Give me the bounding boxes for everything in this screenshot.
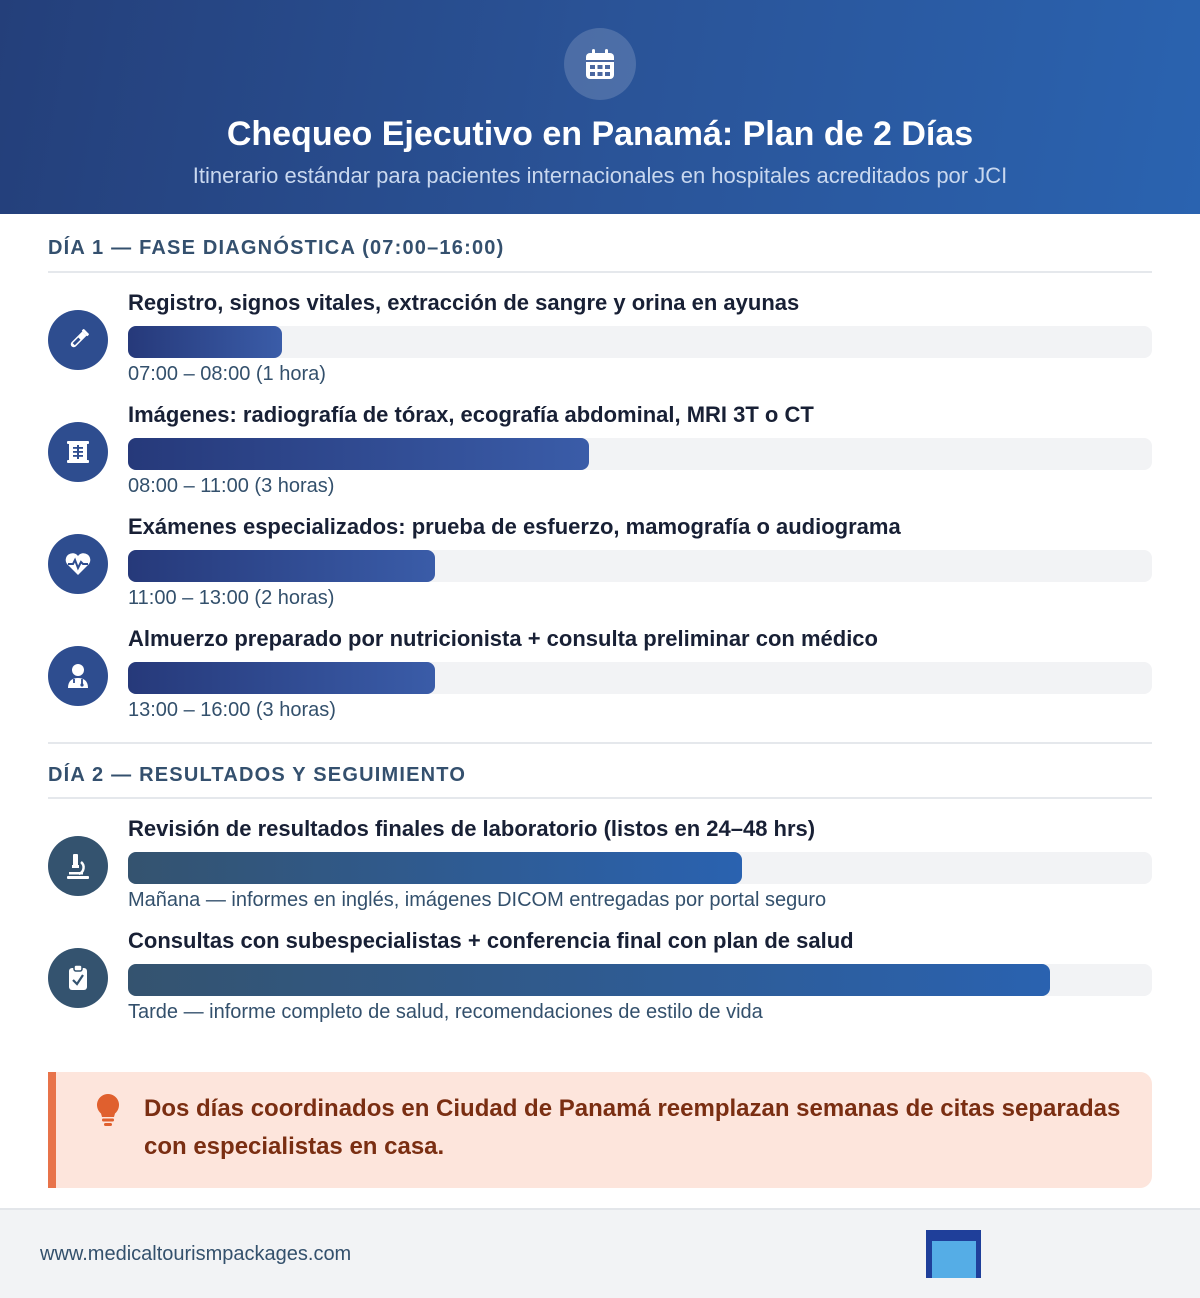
item-title: Imágenes: radiografía de tórax, ecografí…: [128, 402, 814, 427]
schedule-item: Consultas con subespecialistas + confere…: [48, 928, 1152, 1028]
website-url[interactable]: www.medicaltourismpackages.com: [40, 1243, 352, 1265]
item-title: Consultas con subespecialistas + confere…: [128, 928, 854, 953]
page-subtitle: Itinerario estándar para pacientes inter…: [192, 163, 1008, 188]
duration-track: [128, 550, 1152, 582]
day1-divider: [48, 271, 1152, 273]
brand-logo-inner: [932, 1241, 976, 1278]
day2-heading: DÍA 2 — RESULTADOS Y SEGUIMIENTO: [48, 764, 467, 786]
heart-pulse-icon: [48, 534, 108, 594]
item-detail: Mañana — informes en inglés, imágenes DI…: [128, 889, 827, 911]
x-ray-icon: [48, 422, 108, 482]
key-takeaway-callout: Dos días coordinados en Ciudad de Panamá…: [48, 1072, 1152, 1188]
duration-track: [128, 438, 1152, 470]
day1-heading: DÍA 1 — FASE DIAGNÓSTICA (07:00–16:00): [48, 237, 505, 259]
duration-bar: [128, 964, 1050, 996]
item-title: Revisión de resultados finales de labora…: [128, 816, 816, 841]
microscope-icon: [48, 836, 108, 896]
page-header: Chequeo Ejecutivo en Panamá: Plan de 2 D…: [0, 0, 1200, 214]
brand-logo: [926, 1230, 981, 1278]
duration-bar: [128, 852, 743, 884]
page-title: Chequeo Ejecutivo en Panamá: Plan de 2 D…: [226, 115, 974, 153]
item-title: Exámenes especializados: prueba de esfue…: [128, 514, 901, 539]
duration-bar: [128, 326, 282, 358]
schedule-item: Exámenes especializados: prueba de esfue…: [48, 514, 1152, 614]
schedule-item: Revisión de resultados finales de labora…: [48, 816, 1152, 916]
item-title: Almuerzo preparado por nutricionista + c…: [128, 626, 878, 651]
lightbulb-icon: [92, 1092, 124, 1128]
duration-bar: [128, 438, 589, 470]
page-footer: www.medicaltourismpackages.com: [0, 1208, 1200, 1298]
duration-bar: [128, 550, 436, 582]
clipboard-check-icon: [48, 948, 108, 1008]
duration-track: [128, 964, 1152, 996]
item-detail: 11:00 – 13:00 (2 horas): [128, 587, 335, 609]
item-detail: 13:00 – 16:00 (3 horas): [128, 699, 336, 721]
item-detail: 07:00 – 08:00 (1 hora): [128, 363, 326, 385]
schedule-item: Imágenes: radiografía de tórax, ecografí…: [48, 402, 1152, 502]
duration-track: [128, 852, 1152, 884]
callout-text: Dos días coordinados en Ciudad de Panamá…: [144, 1095, 1121, 1160]
duration-track: [128, 326, 1152, 358]
duration-bar: [128, 662, 436, 694]
schedule-item: Registro, signos vitales, extracción de …: [48, 290, 1152, 390]
day2-divider: [48, 797, 1152, 799]
doctor-icon: [48, 646, 108, 706]
item-detail: Tarde — informe completo de salud, recom…: [128, 1001, 763, 1023]
test-tube-icon: [48, 310, 108, 370]
duration-track: [128, 662, 1152, 694]
schedule-item: Almuerzo preparado por nutricionista + c…: [48, 626, 1152, 726]
item-title: Registro, signos vitales, extracción de …: [128, 290, 800, 315]
section-divider: [48, 742, 1152, 744]
calendar-icon: [564, 28, 636, 100]
item-detail: 08:00 – 11:00 (3 horas): [128, 475, 335, 497]
